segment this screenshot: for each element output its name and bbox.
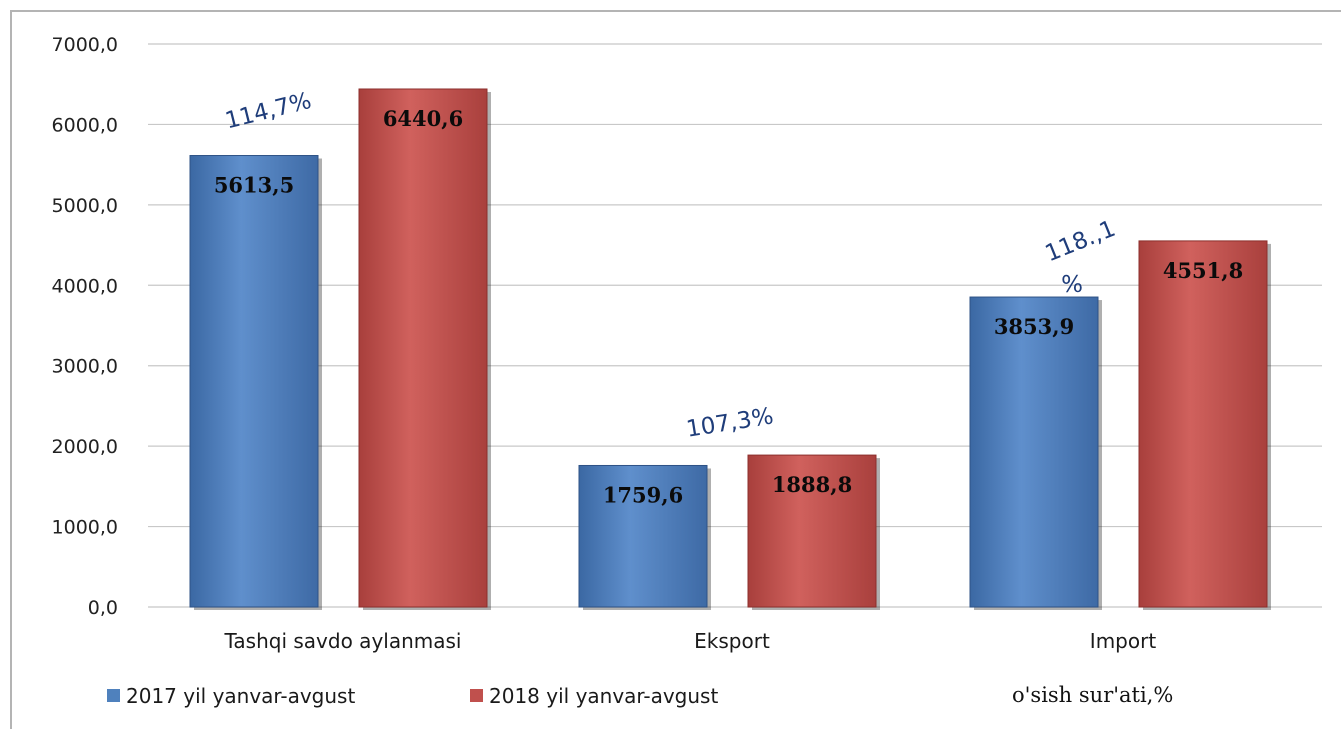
data-label: 5613,5	[214, 173, 294, 198]
bar-2018	[747, 454, 877, 608]
y-tick-label: 4000,0	[52, 275, 118, 297]
legend-note-growth-rate: o'sish sur'ati,%	[1012, 683, 1173, 707]
bar-2018	[358, 88, 488, 608]
y-tick-label: 2000,0	[52, 436, 118, 458]
category-label: Import	[1090, 629, 1157, 653]
data-label: 1888,8	[772, 472, 852, 497]
data-label: 4551,8	[1163, 258, 1243, 283]
y-axis: 0,0 1000,0 2000,0 3000,0 4000,0 5000,0 6000,0 7…	[52, 34, 118, 619]
bars: 5613,5 1759,6 3853,9 6440,6 1888,8 4551,8	[189, 88, 1271, 611]
y-tick-label: 0,0	[88, 597, 118, 619]
legend-label-2017: 2017 yil yanvar-avgust	[126, 684, 355, 708]
growth-rate-label: 107,3%	[685, 403, 776, 442]
y-tick-label: 1000,0	[52, 517, 118, 539]
legend-swatch-2018	[470, 689, 483, 702]
y-tick-label: 3000,0	[52, 356, 118, 378]
legend: 2017 yil yanvar-avgust 2018 yil yanvar-a…	[107, 683, 1173, 708]
legend-label-2018: 2018 yil yanvar-avgust	[489, 684, 718, 708]
bar-2017	[189, 155, 319, 608]
x-axis: Tashqi savdo aylanmasi Eksport Import	[224, 629, 1157, 653]
bar-2018	[1138, 240, 1268, 608]
growth-rate-label-suffix: %	[1061, 272, 1083, 298]
data-label: 3853,9	[994, 314, 1074, 339]
bar-2017	[578, 464, 708, 608]
y-tick-label: 7000,0	[52, 34, 118, 56]
data-label: 1759,6	[603, 482, 683, 507]
growth-rate-label: 118.,1	[1042, 216, 1120, 268]
growth-rate-label: 114,7%	[223, 88, 314, 134]
category-label: Tashqi savdo aylanmasi	[224, 629, 462, 653]
category-label: Eksport	[694, 629, 770, 653]
chart-frame	[10, 10, 1341, 729]
legend-swatch-2017	[107, 689, 120, 702]
y-tick-label: 5000,0	[52, 195, 118, 217]
bar-2017	[969, 296, 1099, 608]
gridlines	[148, 43, 1322, 608]
y-tick-label: 6000,0	[52, 114, 118, 136]
data-label: 6440,6	[383, 106, 463, 131]
